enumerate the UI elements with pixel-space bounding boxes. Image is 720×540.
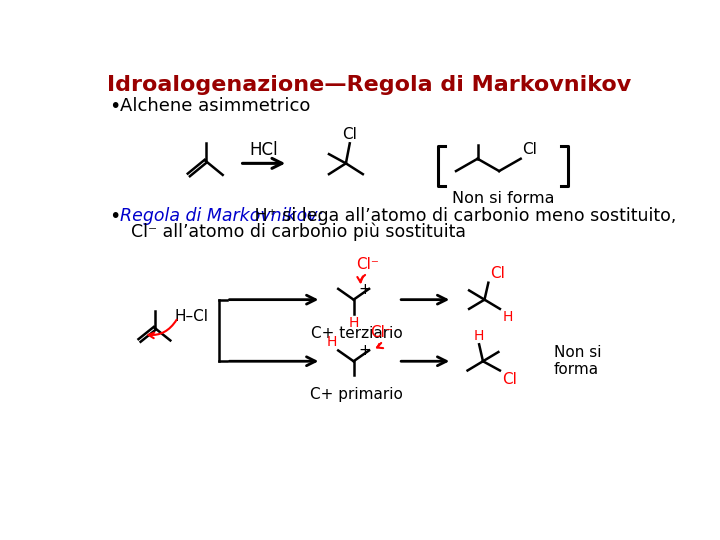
Text: +: + — [359, 281, 371, 296]
Text: Alchene asimmetrico: Alchene asimmetrico — [120, 97, 310, 115]
Text: •: • — [109, 207, 120, 226]
Text: Cl: Cl — [342, 127, 357, 142]
Text: H–Cl: H–Cl — [175, 309, 209, 324]
Text: H: H — [348, 316, 359, 330]
Text: Non si
forma: Non si forma — [554, 345, 601, 377]
Text: Cl⁻ all’atomo di carbonio più sostituita: Cl⁻ all’atomo di carbonio più sostituita — [120, 222, 466, 241]
Text: Cl⁻: Cl⁻ — [370, 325, 392, 340]
Text: Regola di Markovnikov:: Regola di Markovnikov: — [120, 207, 323, 225]
Text: Cl⁻: Cl⁻ — [356, 257, 379, 272]
Text: C+ terziario: C+ terziario — [311, 326, 402, 341]
Text: H: H — [503, 310, 513, 325]
Text: H⁺ si lega all’atomo di carbonio meno sostituito,: H⁺ si lega all’atomo di carbonio meno so… — [249, 207, 676, 225]
Text: Cl: Cl — [503, 372, 517, 387]
Text: H: H — [474, 329, 485, 343]
Text: Non si forma: Non si forma — [451, 191, 554, 206]
Text: Idroalogenazione—Regola di Markovnikov: Idroalogenazione—Regola di Markovnikov — [107, 75, 631, 95]
Text: C+ primario: C+ primario — [310, 387, 403, 402]
Text: HCl: HCl — [249, 141, 278, 159]
Text: H: H — [326, 335, 337, 349]
Text: Cl: Cl — [490, 266, 505, 281]
Text: Cl: Cl — [522, 142, 537, 157]
Text: +: + — [359, 343, 371, 358]
Text: •: • — [109, 97, 120, 116]
